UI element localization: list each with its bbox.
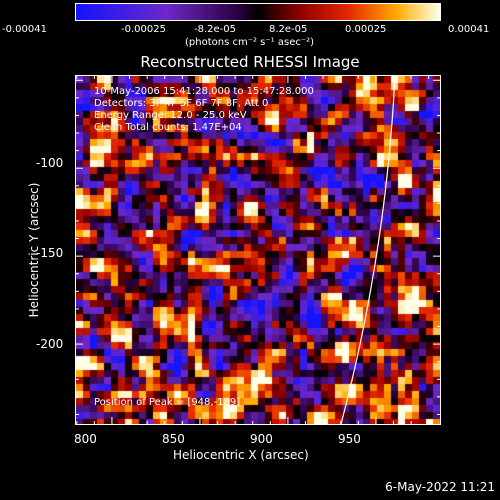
y-axis-label: Heliocentric Y (arcsec) (27, 182, 41, 318)
detectors-annotation: Detectors: 3F 4F 5F 6F 7F 8F, Att 0 (94, 98, 269, 109)
x-tick-label: 800 (74, 432, 97, 446)
peak-position-annotation: Position of Peak = [948,-189] (94, 397, 241, 408)
colorbar-tick-label: 0.00041 (448, 24, 490, 35)
x-tick-label: 950 (338, 432, 361, 446)
colorbar-tick-label: -8.2e-05 (194, 24, 236, 35)
y-tick-label: -200 (36, 337, 64, 351)
method-annotation: Clean Total counts: 1.47E+04 (94, 122, 242, 133)
colorbar-gradient (76, 4, 440, 20)
x-axis-label: Heliocentric X (arcsec) (173, 448, 309, 462)
colorbar-tick-label: -0.00041 (2, 24, 47, 35)
energy-range-annotation: Energy Range: 12.0 - 25.0 keV (94, 110, 247, 121)
colorbar-unit: (photons cm⁻² s⁻¹ asec⁻²) (185, 37, 315, 48)
colorbar (75, 3, 441, 21)
x-tick-label: 850 (162, 432, 185, 446)
colorbar-tick-label: 0.00025 (345, 24, 387, 35)
y-tick-label: -150 (36, 246, 64, 260)
chart-title: Reconstructed RHESSI Image (140, 53, 360, 71)
colorbar-tick-label: 8.2e-05 (269, 24, 308, 35)
colorbar-tick-label: -0.00025 (121, 24, 166, 35)
y-tick-label: -100 (36, 156, 64, 170)
time-range-annotation: 10-May-2006 15:41:28.000 to 15:47:28.000 (94, 86, 314, 97)
x-tick-label: 900 (250, 432, 273, 446)
footer-timestamp: 6-May-2022 11:21 (385, 480, 495, 494)
